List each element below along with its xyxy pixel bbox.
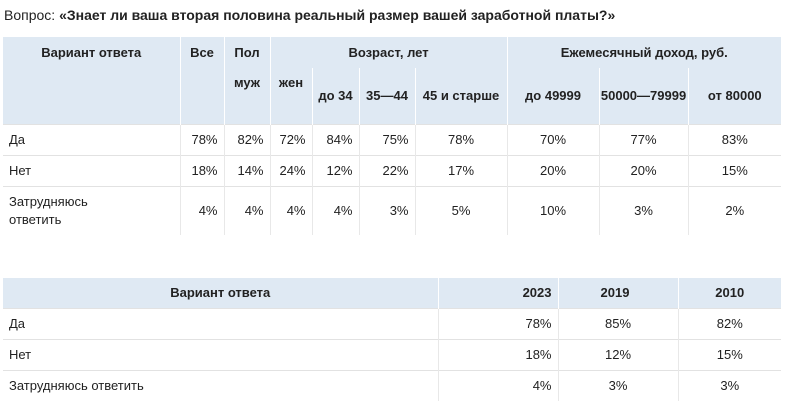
table-row: Нет 18% 14% 24% 12% 22% 17% 20% 20% 15% — [3, 155, 782, 187]
trend-table: Вариант ответа 2023 2019 2010 Да 78% 85%… — [3, 278, 781, 401]
cell-value: 3% — [558, 370, 679, 401]
question-text: «Знает ли ваша вторая половина реальный … — [59, 7, 616, 23]
cell-value: 15% — [688, 155, 782, 187]
header-year-2019: 2019 — [558, 278, 679, 309]
cell-value: 70% — [507, 124, 600, 156]
header-income-50000-79999: 50000—79999 — [599, 68, 689, 125]
survey-question: Вопрос: «Знает ли ваша вторая половина р… — [4, 6, 615, 24]
header-option: Вариант ответа — [3, 278, 439, 309]
question-prefix: Вопрос: — [4, 7, 56, 23]
header-all: Все — [180, 37, 225, 125]
cell-value: 85% — [558, 308, 679, 340]
row-label: Нет — [3, 339, 439, 371]
header-income-over-80000: от 80000 — [688, 68, 782, 125]
header-income: Ежемесячный доход, руб. — [507, 37, 782, 68]
cell-value: 5% — [415, 186, 508, 235]
cell-value: 3% — [359, 186, 416, 235]
cell-value: 15% — [678, 339, 781, 371]
header-gender: Пол — [224, 37, 271, 68]
row-label: Затрудняюсь ответить — [3, 186, 181, 235]
cell-value: 78% — [438, 308, 559, 340]
row-label: Да — [3, 124, 181, 156]
cell-value: 82% — [678, 308, 781, 340]
cell-value: 4% — [438, 370, 559, 401]
cell-value: 3% — [678, 370, 781, 401]
row-label: Нет — [3, 155, 181, 187]
header-year-2023: 2023 — [438, 278, 559, 309]
cell-value: 14% — [224, 155, 271, 187]
cell-value: 22% — [359, 155, 416, 187]
cell-value: 17% — [415, 155, 508, 187]
cell-value: 4% — [224, 186, 271, 235]
demographics-table: Вариант ответа Все Пол Возраст, лет Ежем… — [3, 37, 782, 235]
cell-value: 24% — [270, 155, 313, 187]
cell-value: 18% — [438, 339, 559, 371]
header-row: Вариант ответа 2023 2019 2010 — [3, 278, 781, 309]
cell-value: 72% — [270, 124, 313, 156]
table-row: Нет 18% 12% 15% — [3, 339, 781, 371]
header-age-45-plus: 45 и старше — [415, 68, 508, 125]
cell-value: 20% — [507, 155, 600, 187]
row-label: Да — [3, 308, 439, 340]
header-income-under-49999: до 49999 — [507, 68, 600, 125]
header-age-35-44: 35—44 — [359, 68, 416, 125]
row-label: Затрудняюсь ответить — [3, 370, 439, 401]
table-row: Затрудняюсь ответить 4% 3% 3% — [3, 370, 781, 401]
cell-value: 77% — [599, 124, 689, 156]
cell-value: 10% — [507, 186, 600, 235]
table-row: Затрудняюсь ответить 4% 4% 4% 4% 3% 5% 1… — [3, 186, 782, 235]
cell-value: 78% — [180, 124, 225, 156]
header-age-under-34: до 34 — [312, 68, 360, 125]
cell-value: 3% — [599, 186, 689, 235]
header-year-2010: 2010 — [678, 278, 781, 309]
cell-value: 84% — [312, 124, 360, 156]
cell-value: 75% — [359, 124, 416, 156]
header-male: муж — [224, 68, 271, 125]
header-row-subgroups: муж жен до 34 35—44 45 и старше до 49999… — [3, 68, 782, 125]
table-row: Да 78% 85% 82% — [3, 308, 781, 340]
header-female: жен — [270, 68, 313, 125]
cell-value: 78% — [415, 124, 508, 156]
header-age: Возраст, лет — [270, 37, 508, 68]
cell-value: 4% — [270, 186, 313, 235]
cell-value: 83% — [688, 124, 782, 156]
cell-value: 18% — [180, 155, 225, 187]
header-option: Вариант ответа — [3, 37, 181, 125]
table-row: Да 78% 82% 72% 84% 75% 78% 70% 77% 83% — [3, 124, 782, 156]
cell-value: 12% — [558, 339, 679, 371]
cell-value: 82% — [224, 124, 271, 156]
cell-value: 12% — [312, 155, 360, 187]
cell-value: 4% — [312, 186, 360, 235]
cell-value: 20% — [599, 155, 689, 187]
header-row-groups: Вариант ответа Все Пол Возраст, лет Ежем… — [3, 37, 782, 125]
cell-value: 4% — [180, 186, 225, 235]
cell-value: 2% — [688, 186, 782, 235]
